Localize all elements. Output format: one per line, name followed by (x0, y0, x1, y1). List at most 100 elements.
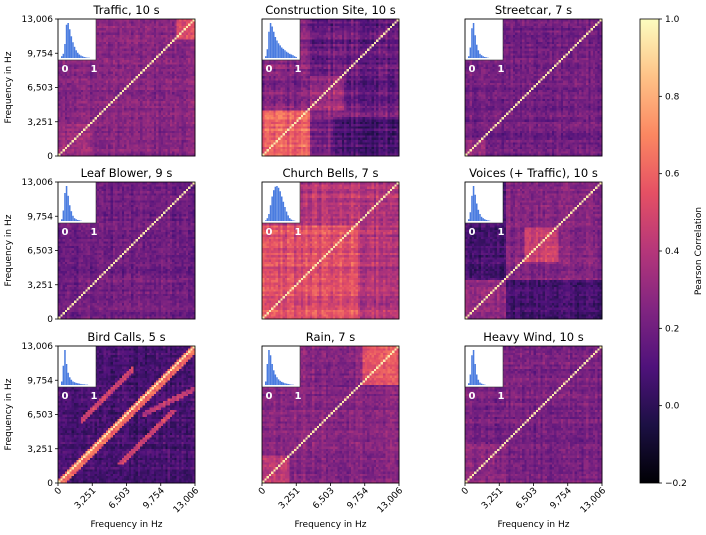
heatmap-cell (376, 53, 379, 56)
heatmap-cell (335, 69, 338, 72)
heatmap-cell (181, 78, 184, 81)
heatmap-cell (190, 33, 193, 36)
heatmap-cell (88, 92, 91, 95)
heatmap-cell (85, 65, 88, 68)
heatmap-cell (163, 101, 166, 104)
heatmap-cell (133, 33, 136, 36)
heatmap-cell (331, 49, 334, 52)
heatmap-cell (376, 40, 379, 43)
heatmap-cell (376, 56, 379, 59)
heatmap-cell (303, 28, 306, 31)
heatmap-cell (346, 58, 349, 61)
heatmap-cell (133, 37, 136, 40)
heatmap-cell (165, 53, 168, 56)
heatmap-cell (76, 81, 79, 84)
heatmap-cell (319, 26, 322, 29)
heatmap-cell (60, 149, 63, 152)
heatmap-cell (165, 115, 168, 118)
heatmap-cell (136, 131, 139, 134)
heatmap-cell (177, 72, 180, 75)
heatmap-cell (168, 117, 171, 120)
heatmap-cell (342, 37, 345, 40)
heatmap-cell (127, 115, 130, 118)
heatmap-cell (188, 106, 191, 109)
heatmap-cell (308, 30, 311, 33)
heatmap-cell (106, 151, 109, 154)
heatmap-cell (129, 49, 132, 52)
heatmap-cell (156, 149, 159, 152)
heatmap-cell (154, 44, 157, 47)
heatmap-cell (358, 30, 361, 33)
heatmap-cell (145, 81, 148, 84)
heatmap-cell (172, 131, 175, 134)
heatmap-cell (83, 142, 86, 145)
heatmap-cell (79, 117, 82, 120)
heatmap-cell (147, 138, 150, 141)
heatmap-cell (337, 42, 340, 45)
heatmap-cell (97, 58, 100, 61)
heatmap-cell (60, 83, 63, 86)
heatmap-cell (172, 103, 175, 106)
heatmap-cell (76, 62, 79, 65)
heatmap-cell (115, 67, 118, 70)
heatmap-cell (122, 131, 125, 134)
heatmap-cell (81, 113, 84, 116)
heatmap-cell (378, 46, 381, 49)
heatmap-cell (136, 72, 139, 75)
heatmap-cell (147, 44, 150, 47)
heatmap-cell (111, 149, 114, 152)
heatmap-cell (147, 106, 150, 109)
heatmap-cell (177, 49, 180, 52)
heatmap-cell (81, 110, 84, 113)
heatmap-cell (172, 97, 175, 100)
histogram-bar (82, 56, 84, 58)
heatmap-cell (385, 58, 388, 61)
heatmap-cell (372, 44, 375, 47)
heatmap-cell (337, 56, 340, 59)
heatmap-cell (149, 117, 152, 120)
heatmap-cell (344, 60, 347, 63)
heatmap-cell (95, 149, 98, 152)
heatmap-cell (63, 151, 66, 154)
heatmap-cell (120, 151, 123, 154)
heatmap-cell (127, 149, 130, 152)
heatmap-cell (390, 35, 393, 38)
heatmap-cell (99, 149, 102, 152)
heatmap-cell (186, 26, 189, 29)
heatmap-cell (374, 58, 377, 61)
heatmap-cell (156, 151, 159, 154)
heatmap-cell (184, 145, 187, 148)
heatmap-cell (63, 117, 66, 120)
heatmap-cell (331, 33, 334, 36)
heatmap-cell (79, 147, 82, 150)
heatmap-cell (186, 119, 189, 122)
heatmap-cell (362, 56, 365, 59)
heatmap-cell (95, 129, 98, 132)
heatmap-cell (170, 122, 173, 125)
heatmap-cell (177, 115, 180, 118)
heatmap-cell (83, 62, 86, 65)
heatmap-cell (120, 65, 123, 68)
heatmap-cell (142, 26, 145, 29)
heatmap-cell (179, 122, 182, 125)
heatmap-cell (333, 46, 336, 49)
heatmap-cell (99, 101, 102, 104)
heatmap-cell (172, 35, 175, 38)
heatmap-cell (124, 28, 127, 31)
heatmap-cell (385, 67, 388, 70)
heatmap-cell (188, 44, 191, 47)
heatmap-cell (273, 60, 276, 63)
heatmap-cell (372, 26, 375, 29)
heatmap-cell (136, 46, 139, 49)
heatmap-cell (326, 58, 329, 61)
heatmap-cell (131, 90, 134, 93)
heatmap-cell (181, 44, 184, 47)
heatmap-cell (131, 33, 134, 36)
heatmap-cell (88, 101, 91, 104)
heatmap-cell (138, 83, 141, 86)
heatmap-cell (161, 149, 164, 152)
heatmap-cell (168, 76, 171, 79)
heatmap-cell (108, 49, 111, 52)
heatmap-cell (88, 131, 91, 134)
heatmap-cell (369, 28, 372, 31)
